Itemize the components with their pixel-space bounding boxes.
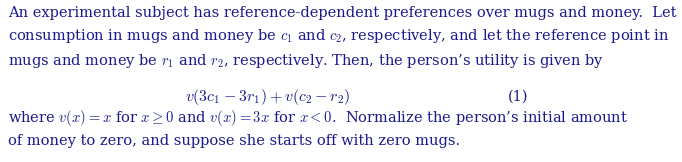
Text: where $v(x) = x$ for $x \geq 0$ and $v(x) = 3x$ for $x < 0$.  Normalize the pers: where $v(x) = x$ for $x \geq 0$ and $v(x… <box>8 108 628 148</box>
Text: An experimental subject has reference-dependent preferences over mugs and money.: An experimental subject has reference-de… <box>8 6 677 70</box>
Text: (1): (1) <box>507 90 528 104</box>
Text: $v(3c_1 - 3r_1) + v(c_2 - r_2)$: $v(3c_1 - 3r_1) + v(c_2 - r_2)$ <box>186 87 351 107</box>
